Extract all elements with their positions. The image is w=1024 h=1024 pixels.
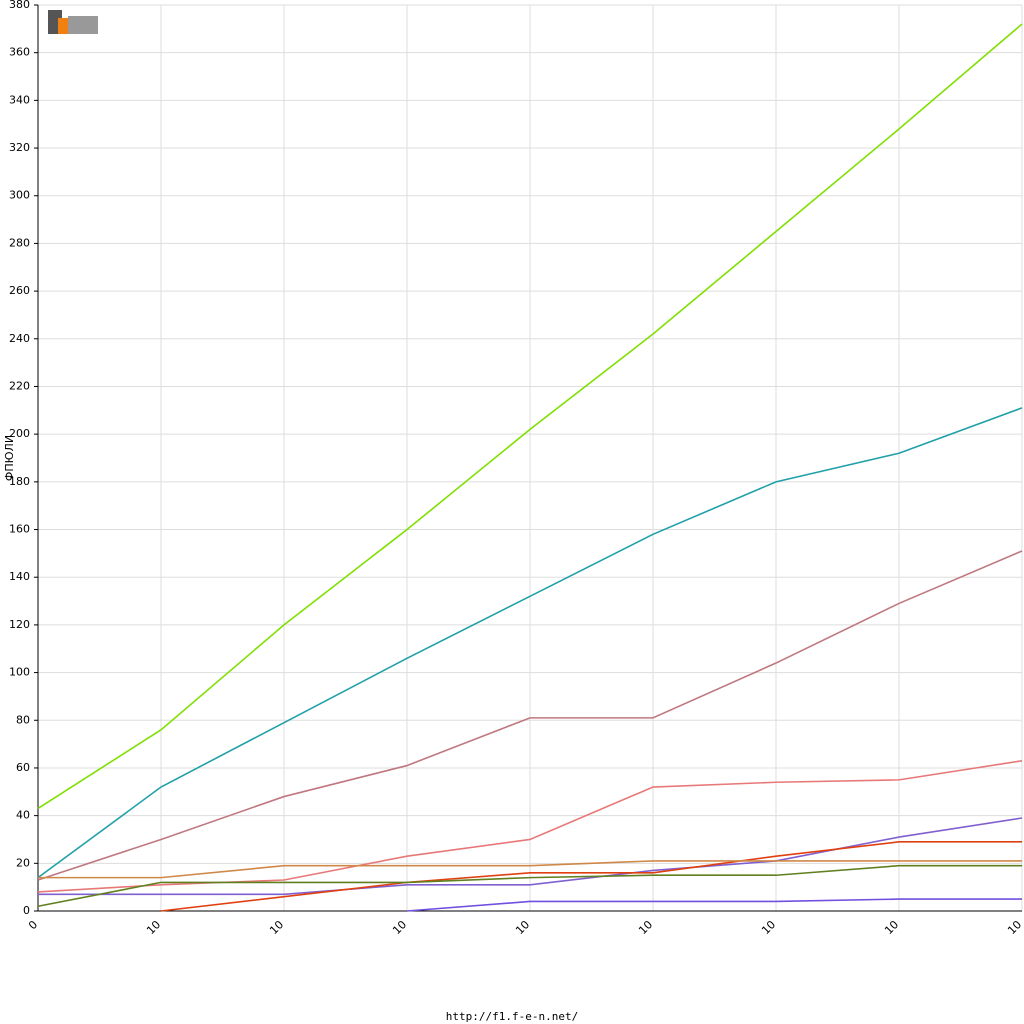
y-tick-label: 120 (9, 618, 30, 631)
series-line (37, 407, 1023, 879)
series-line (37, 864, 1022, 908)
series-line (38, 817, 1023, 896)
y-tick-label: 300 (9, 189, 30, 202)
series-line (406, 898, 1022, 912)
y-tick-label: 340 (9, 93, 30, 106)
x-tick-label: 10 (1005, 918, 1024, 937)
x-tick-label: 10 (513, 918, 532, 937)
y-tick-label: 140 (9, 570, 30, 583)
y-tick-label: 380 (9, 0, 30, 11)
y-tick-label: 80 (16, 713, 30, 726)
y-tick-label: 160 (9, 523, 30, 536)
x-tick-label: 10 (636, 918, 655, 937)
y-tick-label: 60 (16, 761, 30, 774)
series-line (160, 841, 1022, 912)
x-tick-label: 10 (759, 918, 778, 937)
y-tick-label: 360 (9, 46, 30, 59)
series-line (37, 23, 1023, 810)
y-tick-label: 100 (9, 666, 30, 679)
series-line (37, 550, 1023, 881)
y-tick-label: 180 (9, 475, 30, 488)
y-tick-label: 260 (9, 284, 30, 297)
y-tick-label: 40 (16, 809, 30, 822)
x-tick-label: 0 (26, 918, 40, 932)
series-line (38, 860, 1022, 879)
logo (48, 10, 98, 34)
x-tick-label: 10 (882, 918, 901, 937)
x-tick-label: 10 (144, 918, 163, 937)
y-tick-label: 220 (9, 379, 30, 392)
x-tick-label: 10 (267, 918, 286, 937)
y-axis-label: ФПЮЛИ (3, 435, 16, 481)
y-tick-label: 200 (9, 427, 30, 440)
footer: http://f1.f-e-n.net/ (446, 1010, 578, 1023)
y-tick-label: 280 (9, 236, 30, 249)
x-tick-label: 10 (390, 918, 409, 937)
y-tick-label: 320 (9, 141, 30, 154)
y-tick-label: 20 (16, 856, 30, 869)
y-tick-label: 0 (23, 904, 30, 917)
y-tick-label: 240 (9, 332, 30, 345)
